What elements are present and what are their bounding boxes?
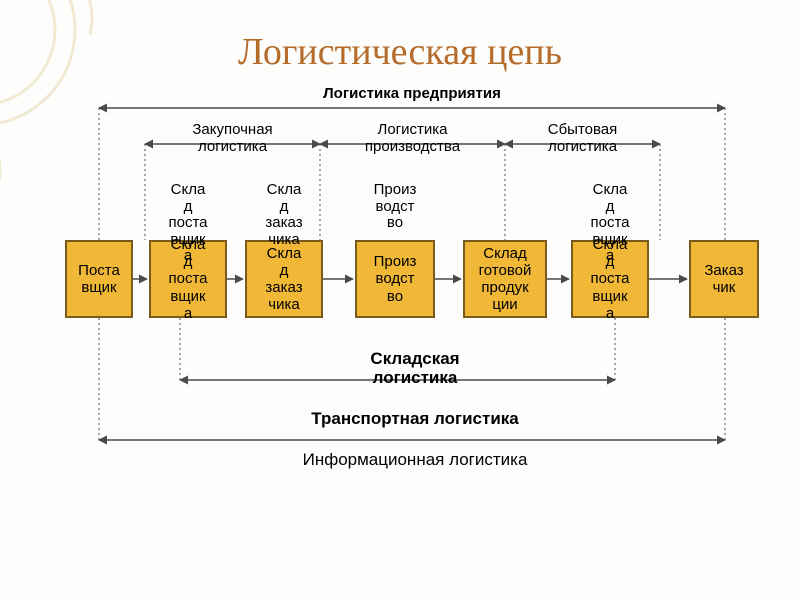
node-upper-production: Производство: [350, 182, 440, 232]
page-title: Логистическая цепь: [0, 30, 800, 74]
node-production: Производство: [355, 240, 435, 318]
node-fg_warehouse: Складготовойпродукции: [463, 240, 547, 318]
bottom-span-label-1: Транспортная логистика: [65, 410, 765, 429]
top-span-label-2: Логистикапроизводства: [320, 122, 505, 155]
info-logistics-label: Информационная логистика: [65, 450, 765, 470]
top-span-label-3: Сбытоваялогистика: [505, 122, 660, 155]
node-customer: Заказчик: [689, 240, 759, 318]
top-span-label-0: Логистика предприятия: [99, 86, 725, 103]
node-upper-cust_wh_in: Складзаказчика: [240, 182, 328, 248]
logistics-diagram: ПоставщикСкладпоставщикаСкладпоставщикаС…: [65, 90, 765, 550]
node-cust_wh_in: Складзаказчика: [245, 240, 323, 318]
node-upper-sup_warehouse: Складпоставщика: [144, 182, 232, 265]
node-upper-sup_wh_out: Складпоставщика: [566, 182, 654, 265]
bottom-span-label-0: Складскаялогистика: [65, 350, 765, 387]
node-supplier: Поставщик: [65, 240, 133, 318]
top-span-label-1: Закупочнаялогистика: [145, 122, 320, 155]
